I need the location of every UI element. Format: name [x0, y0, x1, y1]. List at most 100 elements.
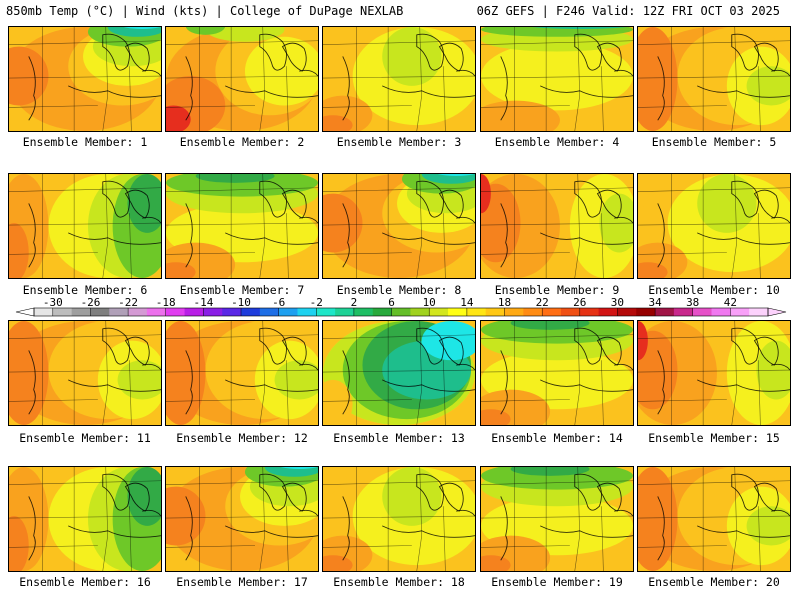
member-label: Ensemble Member: 12	[176, 431, 308, 445]
colorbar-segment	[429, 308, 449, 316]
colorbar-segment	[184, 308, 204, 316]
state-boundary	[638, 515, 790, 519]
colorbar-segment	[353, 308, 374, 316]
state-boundary	[416, 467, 422, 571]
state-boundary	[481, 222, 633, 226]
contour-line	[753, 189, 779, 219]
state-boundary	[443, 360, 446, 425]
contour-line	[185, 56, 193, 121]
ensemble-member-map-15	[637, 320, 791, 426]
state-boundary	[638, 480, 790, 485]
ensemble-member-map-3	[322, 26, 476, 132]
ensemble-member-map-19	[480, 466, 634, 572]
member-label: Ensemble Member: 4	[494, 135, 620, 149]
temperature-field	[323, 379, 353, 425]
state-boundary	[259, 321, 265, 425]
contour-line	[500, 203, 508, 268]
contour-line	[68, 232, 161, 245]
colorbar-tick-label: 38	[686, 296, 699, 309]
temperature-field	[280, 467, 318, 469]
contour-line	[438, 189, 464, 219]
state-boundary	[481, 480, 633, 485]
temperature-field	[195, 174, 275, 183]
state-boundary	[286, 506, 289, 571]
state-boundary	[166, 252, 255, 255]
contour-line	[416, 33, 444, 71]
temperature-field	[638, 467, 678, 571]
member-label: Ensemble Member: 18	[333, 575, 465, 589]
state-boundary	[259, 27, 265, 131]
colorbar-segment	[673, 308, 694, 316]
temperature-field	[9, 46, 49, 106]
contour-line	[438, 336, 464, 366]
colorbar-frame	[33, 307, 769, 317]
ensemble-member-map-4	[480, 26, 634, 132]
temperature-field	[166, 262, 196, 278]
contour-line	[731, 33, 759, 71]
contour-line	[102, 180, 130, 218]
state-boundary	[9, 187, 161, 192]
contour-line	[438, 42, 464, 72]
contour-line	[416, 327, 444, 365]
contour-line	[596, 482, 622, 512]
contour-line	[697, 85, 790, 98]
contour-line	[574, 473, 602, 511]
temperature-field	[510, 321, 590, 330]
contour-line	[753, 336, 779, 366]
state-boundary	[323, 399, 412, 402]
contour-line	[281, 482, 307, 512]
state-boundary	[166, 399, 255, 402]
colorbar-tick-label: -22	[118, 296, 138, 309]
member-label: Ensemble Member: 7	[179, 283, 305, 297]
state-boundary	[166, 515, 318, 519]
state-boundary	[9, 40, 161, 45]
contour-line	[657, 496, 665, 561]
state-boundary	[416, 174, 422, 278]
contour-line	[185, 350, 193, 415]
state-boundary	[481, 105, 570, 108]
state-boundary	[166, 105, 255, 108]
contour-line	[771, 216, 790, 224]
contour-line	[614, 69, 633, 77]
state-boundary	[129, 66, 132, 131]
contour-line	[281, 42, 307, 72]
state-boundary	[443, 213, 446, 278]
state-boundary	[9, 105, 98, 108]
state-boundary	[166, 334, 318, 339]
contour-line	[142, 216, 161, 224]
colorbar-segment	[466, 308, 487, 316]
member-label: Ensemble Member: 15	[648, 431, 780, 445]
contour-line	[124, 336, 150, 366]
state-boundary	[758, 360, 761, 425]
colorbar-segment	[485, 308, 505, 316]
contour-line	[102, 473, 130, 511]
member-label: Ensemble Member: 13	[333, 431, 465, 445]
state-boundary	[574, 321, 580, 425]
state-boundary	[323, 515, 475, 519]
state-boundary	[323, 334, 475, 339]
state-boundary	[638, 105, 727, 108]
state-boundary	[286, 66, 289, 131]
state-boundary	[129, 360, 132, 425]
ensemble-member-map-20	[637, 466, 791, 572]
contour-line	[259, 473, 287, 511]
contour-line	[342, 496, 350, 561]
contour-line	[697, 525, 790, 538]
state-boundary	[481, 399, 570, 402]
state-boundary	[638, 222, 790, 226]
contour-line	[596, 42, 622, 72]
ensemble-member-map-17	[165, 466, 319, 572]
contour-line	[28, 56, 36, 121]
contour-line	[657, 56, 665, 121]
contour-line	[540, 85, 633, 98]
colorbar-segment	[711, 308, 731, 316]
state-boundary	[574, 27, 580, 131]
member-label: Ensemble Member: 1	[22, 135, 148, 149]
contour-line	[299, 363, 318, 371]
ensemble-member-map-2	[165, 26, 319, 132]
map-title: 850mb Temp (°C) | Wind (kts) | College o…	[6, 4, 404, 18]
state-boundary	[638, 334, 790, 339]
contour-line	[299, 509, 318, 517]
contour-line	[124, 42, 150, 72]
colorbar-tick-label: 14	[460, 296, 474, 309]
